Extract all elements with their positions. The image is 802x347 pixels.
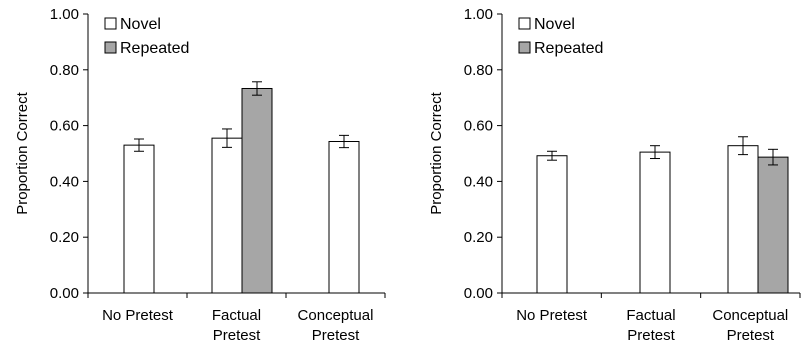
y-tick-label: 0.60 bbox=[464, 118, 493, 135]
right-chart: 0.00 0.20 0.40 0.60 0.80 1.00 Proportion Corre… bbox=[428, 6, 801, 344]
y-tick-label: 0.80 bbox=[464, 62, 493, 79]
novel-bar bbox=[211, 137, 243, 294]
x-category-label: No Pretest bbox=[102, 307, 174, 324]
x-category-label: Pretest bbox=[627, 327, 675, 344]
y-axis-title: Proportion Correct bbox=[428, 91, 445, 214]
novel-bar bbox=[536, 155, 568, 294]
novel-bar bbox=[123, 144, 155, 294]
novel-bar bbox=[639, 151, 671, 294]
novel-bar bbox=[727, 145, 759, 294]
repeated-bar bbox=[241, 87, 273, 294]
legend-label: Repeated bbox=[120, 40, 189, 57]
x-category-label: Pretest bbox=[727, 327, 775, 344]
y-tick-label: 0.40 bbox=[464, 173, 493, 190]
legend-label: Novel bbox=[120, 16, 161, 33]
y-tick-label: 0.20 bbox=[50, 229, 79, 246]
x-category-label: Conceptual bbox=[712, 307, 788, 324]
y-axis-title: Proportion Correct bbox=[14, 91, 31, 214]
novel-bar bbox=[328, 141, 360, 294]
y-tick-label: 0.40 bbox=[50, 173, 79, 190]
left-chart: 0.00 0.20 0.40 0.60 0.80 1.00 Proportion Corre… bbox=[14, 6, 386, 344]
legend-swatch bbox=[104, 17, 117, 30]
x-category-label: Factual bbox=[626, 307, 675, 324]
legend-label: Repeated bbox=[534, 40, 603, 57]
x-category-label: Pretest bbox=[213, 327, 261, 344]
x-category-label: Pretest bbox=[312, 327, 360, 344]
x-category-label: Factual bbox=[212, 307, 261, 324]
y-tick-label: 1.00 bbox=[50, 6, 79, 23]
legend-swatch bbox=[518, 17, 531, 30]
y-tick-label: 1.00 bbox=[464, 6, 493, 23]
y-tick-label: 0.60 bbox=[50, 118, 79, 135]
legend-swatch bbox=[518, 41, 531, 54]
y-tick-label: 0.20 bbox=[464, 229, 493, 246]
y-tick-label: 0.80 bbox=[50, 62, 79, 79]
y-tick-label: 0.00 bbox=[464, 285, 493, 302]
repeated-bar bbox=[757, 156, 789, 294]
x-category-label: No Pretest bbox=[516, 307, 588, 324]
x-category-label: Conceptual bbox=[298, 307, 374, 324]
legend-swatch bbox=[104, 41, 117, 54]
legend-label: Novel bbox=[534, 16, 575, 33]
y-tick-label: 0.00 bbox=[50, 285, 79, 302]
